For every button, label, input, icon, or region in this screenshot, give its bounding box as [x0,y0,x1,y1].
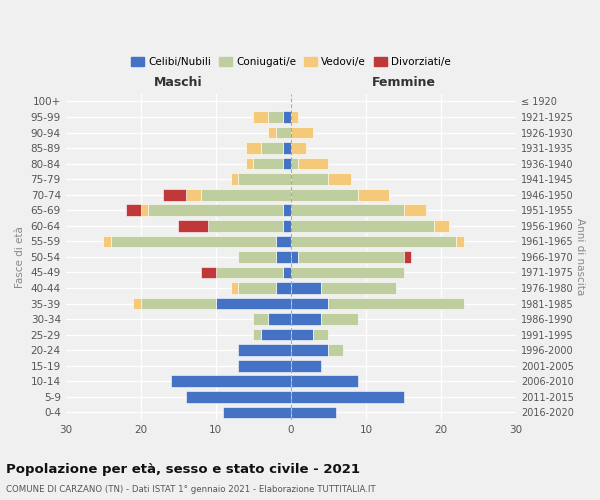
Bar [178,220,208,232]
Bar [261,142,283,154]
Bar [291,376,358,387]
Bar [291,282,321,294]
Bar [163,189,186,200]
Text: Maschi: Maschi [154,76,203,89]
Bar [253,111,268,123]
Bar [238,282,276,294]
Bar [328,344,343,356]
Bar [208,220,283,232]
Bar [291,220,434,232]
Bar [276,126,291,138]
Bar [268,126,276,138]
Bar [231,282,238,294]
Bar [253,158,283,170]
Text: Popolazione per età, sesso e stato civile - 2021: Popolazione per età, sesso e stato civil… [6,462,360,475]
Bar [126,204,141,216]
Bar [456,236,464,247]
Bar [268,314,291,325]
Text: COMUNE DI CARZANO (TN) - Dati ISTAT 1° gennaio 2021 - Elaborazione TUTTITALIA.IT: COMUNE DI CARZANO (TN) - Dati ISTAT 1° g… [6,485,376,494]
Bar [148,204,283,216]
Bar [283,158,291,170]
Bar [276,282,291,294]
Bar [201,189,291,200]
Bar [253,329,261,340]
Bar [216,298,291,310]
Bar [261,329,291,340]
Bar [291,298,328,310]
Bar [404,204,426,216]
Bar [186,189,201,200]
Bar [291,329,313,340]
Bar [291,406,336,418]
Bar [291,344,328,356]
Bar [298,158,328,170]
Bar [141,204,148,216]
Bar [268,111,283,123]
Bar [276,236,291,247]
Bar [201,266,216,278]
Bar [238,251,276,262]
Bar [434,220,449,232]
Bar [291,189,358,200]
Bar [291,251,298,262]
Bar [111,236,276,247]
Bar [283,204,291,216]
Bar [291,204,404,216]
Bar [283,142,291,154]
Bar [328,298,464,310]
Bar [298,251,404,262]
Bar [291,266,404,278]
Bar [253,314,268,325]
Bar [246,142,261,154]
Bar [186,391,291,402]
Bar [291,158,298,170]
Y-axis label: Fasce di età: Fasce di età [15,226,25,288]
Bar [231,174,238,185]
Bar [291,360,321,372]
Bar [171,376,291,387]
Bar [404,251,411,262]
Bar [291,126,313,138]
Bar [246,158,253,170]
Legend: Celibi/Nubili, Coniugati/e, Vedovi/e, Divorziati/e: Celibi/Nubili, Coniugati/e, Vedovi/e, Di… [127,53,455,72]
Bar [328,174,351,185]
Bar [238,174,291,185]
Text: Femmine: Femmine [371,76,436,89]
Bar [291,142,306,154]
Bar [291,174,328,185]
Bar [291,236,456,247]
Bar [276,251,291,262]
Y-axis label: Anni di nascita: Anni di nascita [575,218,585,296]
Bar [283,220,291,232]
Bar [238,360,291,372]
Bar [133,298,141,310]
Bar [223,406,291,418]
Bar [291,314,321,325]
Bar [321,282,396,294]
Bar [216,266,283,278]
Bar [291,391,404,402]
Bar [358,189,389,200]
Bar [238,344,291,356]
Bar [103,236,111,247]
Bar [321,314,358,325]
Bar [283,111,291,123]
Bar [313,329,328,340]
Bar [141,298,216,310]
Bar [283,266,291,278]
Bar [291,111,298,123]
